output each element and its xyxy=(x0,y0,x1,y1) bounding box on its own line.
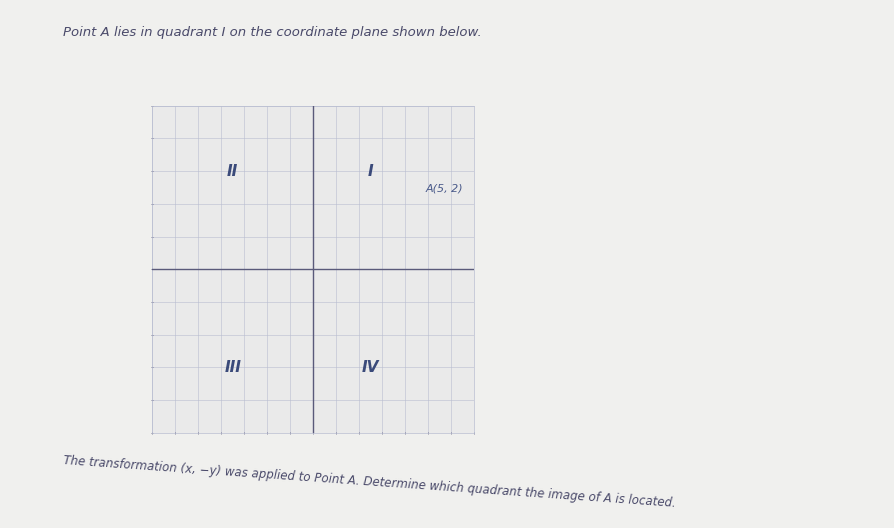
Text: Point A lies in quadrant I on the coordinate plane shown below.: Point A lies in quadrant I on the coordi… xyxy=(63,26,481,40)
Text: IV: IV xyxy=(362,360,379,375)
Text: The transformation (x, −y) was applied to Point A. Determine which quadrant the : The transformation (x, −y) was applied t… xyxy=(63,454,675,510)
Text: II: II xyxy=(227,164,238,178)
Text: A(5, 2): A(5, 2) xyxy=(426,184,463,194)
Text: I: I xyxy=(367,164,373,178)
Text: III: III xyxy=(224,360,240,375)
